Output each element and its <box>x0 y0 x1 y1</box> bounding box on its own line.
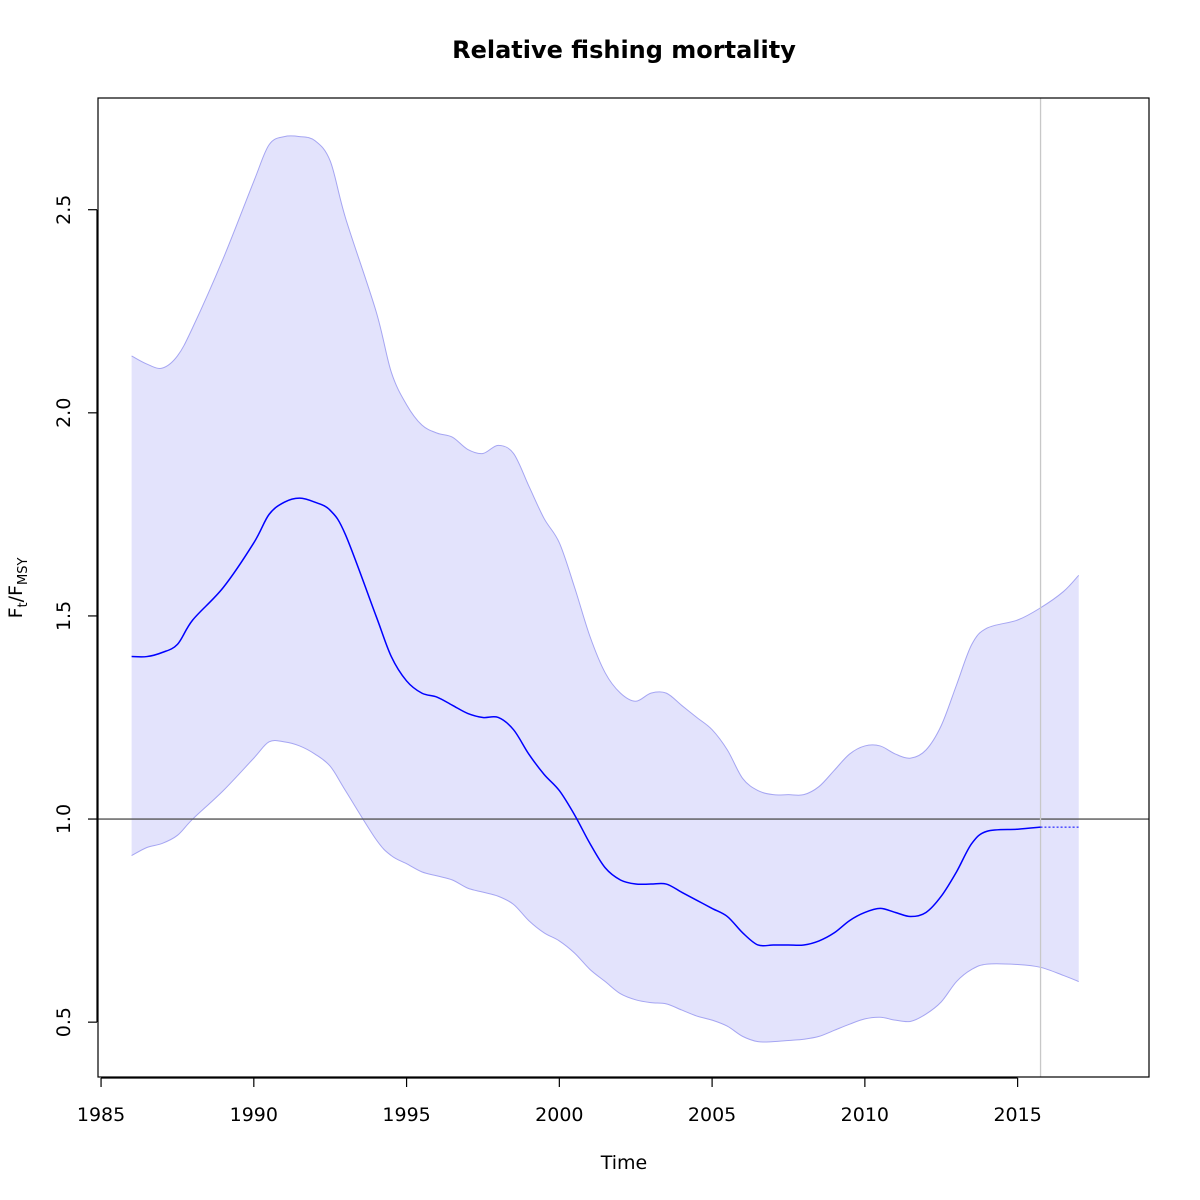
y-axis-label-sub1: t <box>16 602 31 607</box>
series-line-layer <box>98 98 1149 1077</box>
y-tick-label-0.5: 0.5 <box>53 1007 75 1037</box>
axis-layer: 1985 1990 1995 2000 2005 2010 2015 0.5 1.0 1.5 2.0… <box>53 195 1042 1126</box>
y-axis-label-main2: F <box>5 585 27 596</box>
chart-title: Relative fishing mortality <box>452 36 796 64</box>
x-tick-label-1990: 1990 <box>230 1104 278 1126</box>
x-tick-label-2015: 2015 <box>993 1104 1041 1126</box>
y-axis-label: Ft/FMSY <box>5 558 31 619</box>
x-axis-label: Time <box>600 1152 648 1174</box>
y-axis-label-main: F <box>5 607 27 618</box>
y-axis-label-sub2: MSY <box>16 558 31 585</box>
confidence-band-layer <box>131 135 1080 1043</box>
upper-bound-line <box>131 135 1080 796</box>
y-tick-label-1.5: 1.5 <box>53 601 75 631</box>
x-tick-label-2000: 2000 <box>535 1104 583 1126</box>
y-tick-label-2.5: 2.5 <box>53 195 75 225</box>
plot-frame <box>97 97 1150 1078</box>
y-axis-label-slash: / <box>5 595 27 602</box>
lower-bound-line <box>131 740 1079 1043</box>
confidence-band-fill <box>131 135 1079 1043</box>
x-tick-label-1985: 1985 <box>77 1104 125 1126</box>
x-tick-label-2010: 2010 <box>841 1104 889 1126</box>
x-tick-label-2005: 2005 <box>688 1104 736 1126</box>
x-tick-label-1995: 1995 <box>382 1104 430 1126</box>
estimate-line <box>131 497 1041 947</box>
y-tick-label-2.0: 2.0 <box>53 398 75 428</box>
y-tick-label-1.0: 1.0 <box>53 804 75 834</box>
